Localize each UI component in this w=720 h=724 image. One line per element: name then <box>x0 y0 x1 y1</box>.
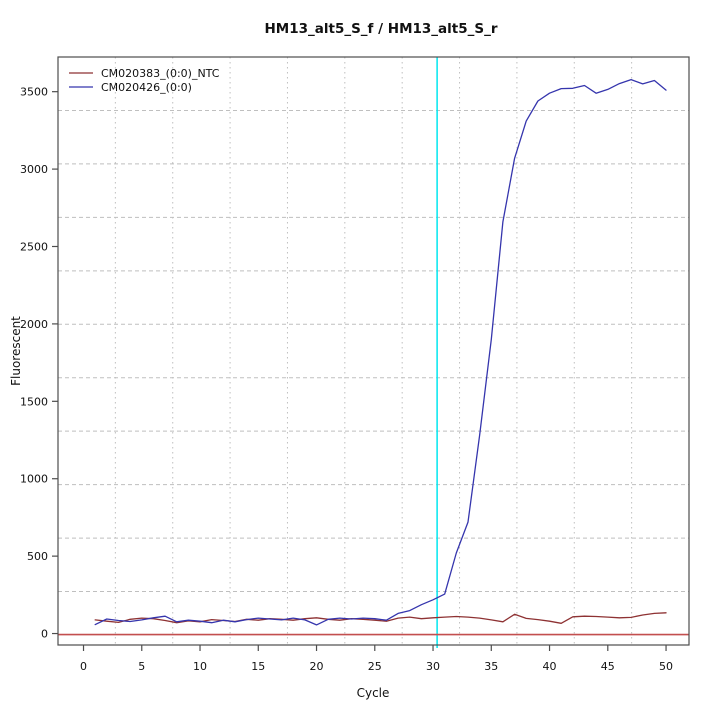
y-tick-label: 2000 <box>20 318 48 331</box>
x-tick-label: 30 <box>426 660 440 673</box>
y-tick-label: 500 <box>27 550 48 563</box>
x-tick-label: 5 <box>138 660 145 673</box>
x-tick-label: 0 <box>80 660 87 673</box>
x-tick-label: 20 <box>310 660 324 673</box>
plot-box <box>57 56 690 646</box>
chart-title: HM13_alt5_S_f / HM13_alt5_S_r <box>264 21 497 37</box>
x-tick-label: 45 <box>601 660 615 673</box>
y-tick-label: 3000 <box>20 163 48 176</box>
gridlines <box>58 57 689 645</box>
marker-lines <box>58 57 689 648</box>
axes-and-ticks: 0 5 10 15 20 25 30 35 40 45 5005001000150020002500… <box>20 56 690 673</box>
x-tick-label: 50 <box>659 660 673 673</box>
y-tick-label: 1500 <box>20 395 48 408</box>
x-tick-label: 40 <box>543 660 557 673</box>
y-axis-label: Fluorescent <box>9 316 23 386</box>
legend-label-ntc: CM020383_(0:0)_NTC <box>101 67 220 80</box>
y-tick-label: 3500 <box>20 86 48 99</box>
x-tick-label: 15 <box>251 660 265 673</box>
legend-label-sample: CM020426_(0:0) <box>101 81 192 94</box>
x-tick-label: 10 <box>193 660 207 673</box>
y-tick-label: 0 <box>41 628 48 641</box>
x-tick-label: 25 <box>368 660 382 673</box>
series-curve-sample <box>94 78 667 626</box>
legend: CM020383_(0:0)_NTC CM020426_(0:0) <box>69 67 220 94</box>
y-tick-label: 1000 <box>20 473 48 486</box>
y-tick-label: 2500 <box>20 240 48 253</box>
x-tick-label: 35 <box>484 660 498 673</box>
series-curves <box>94 78 667 626</box>
x-axis-label: Cycle <box>357 686 390 700</box>
